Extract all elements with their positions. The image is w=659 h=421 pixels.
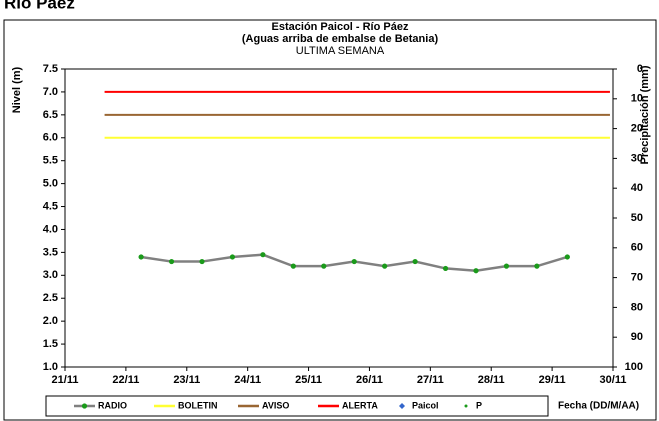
data-point (442, 265, 449, 272)
legend-label: AVISO (262, 400, 289, 410)
data-point (138, 254, 144, 260)
chart-subtitle: (Aguas arriba de embalse de Betania) (242, 33, 439, 45)
x-tick-label: 25/11 (295, 374, 322, 386)
data-point (290, 263, 296, 269)
chart-title: Estación Paicol - Río Páez (272, 21, 409, 33)
x-tick-label: 30/11 (600, 374, 627, 386)
legend-label: RADIO (98, 400, 127, 410)
y2-tick-label: 70 (631, 272, 643, 284)
y-tick-label: 6.5 (43, 109, 58, 121)
data-point (564, 254, 570, 260)
data-point (229, 254, 236, 260)
page-title: Río Páez (4, 0, 75, 12)
legend-label: Paicol (412, 400, 439, 410)
y2-tick-label: 40 (631, 182, 643, 194)
y2-tick-label: 10 (631, 93, 643, 105)
y2-tick-label: 20 (631, 123, 643, 135)
y-tick-label: 7.5 (43, 63, 58, 75)
y-tick-label: 2.0 (43, 315, 58, 327)
y-tick-label: 4.5 (43, 200, 58, 212)
x-tick-label: 26/11 (356, 374, 383, 386)
y-tick-label: 2.5 (43, 292, 58, 304)
y2-tick-label: 100 (625, 361, 643, 373)
data-point (351, 258, 357, 265)
data-point (260, 252, 266, 258)
y-tick-label: 5.5 (43, 155, 58, 167)
x-tick-label: 23/11 (173, 374, 200, 386)
x-tick-label: 21/11 (52, 374, 79, 386)
y2-tick-label: 90 (631, 331, 643, 343)
y2-axis-label: Precipitación (mm) (639, 65, 651, 164)
y2-tick-label: 60 (631, 242, 643, 254)
legend-marker (81, 403, 88, 409)
plot-area (64, 68, 614, 368)
data-point (168, 258, 175, 265)
y-tick-label: 7.0 (43, 86, 58, 98)
y-tick-label: 3.5 (43, 246, 58, 258)
y-axis-label: Nivel (m) (11, 66, 23, 113)
legend-marker (464, 404, 468, 408)
y-tick-label: 1.5 (43, 338, 58, 350)
chart-frame (3, 19, 657, 421)
data-point (534, 263, 540, 269)
legend-label: BOLETIN (178, 400, 218, 410)
x-tick-label: 29/11 (539, 374, 566, 386)
legend-box (45, 395, 549, 417)
data-point (382, 263, 388, 269)
y2-tick-label: 0 (637, 63, 643, 75)
y-tick-label: 1.0 (43, 361, 58, 373)
legend-marker (399, 403, 405, 409)
y-tick-label: 4.0 (43, 223, 58, 235)
y-tick-label: 6.0 (43, 132, 58, 144)
data-point (321, 263, 327, 269)
data-point (503, 263, 510, 269)
legend-label: ALERTA (342, 400, 378, 410)
y-tick-label: 5.0 (43, 178, 58, 190)
y2-tick-label: 30 (631, 152, 643, 164)
chart-period: ULTIMA SEMANA (296, 45, 385, 57)
data-point (412, 258, 418, 265)
x-tick-label: 27/11 (417, 374, 444, 386)
y2-tick-label: 80 (631, 301, 643, 313)
legend-label: P (476, 400, 482, 410)
data-point (199, 258, 205, 265)
x-tick-label: 24/11 (234, 374, 261, 386)
y2-tick-label: 50 (631, 212, 643, 224)
data-point (473, 268, 479, 274)
x-tick-label: 28/11 (478, 374, 505, 386)
y-tick-label: 3.0 (43, 269, 58, 281)
x-axis-label: Fecha (DD/M/AA) (558, 401, 639, 412)
x-tick-label: 22/11 (112, 374, 139, 386)
